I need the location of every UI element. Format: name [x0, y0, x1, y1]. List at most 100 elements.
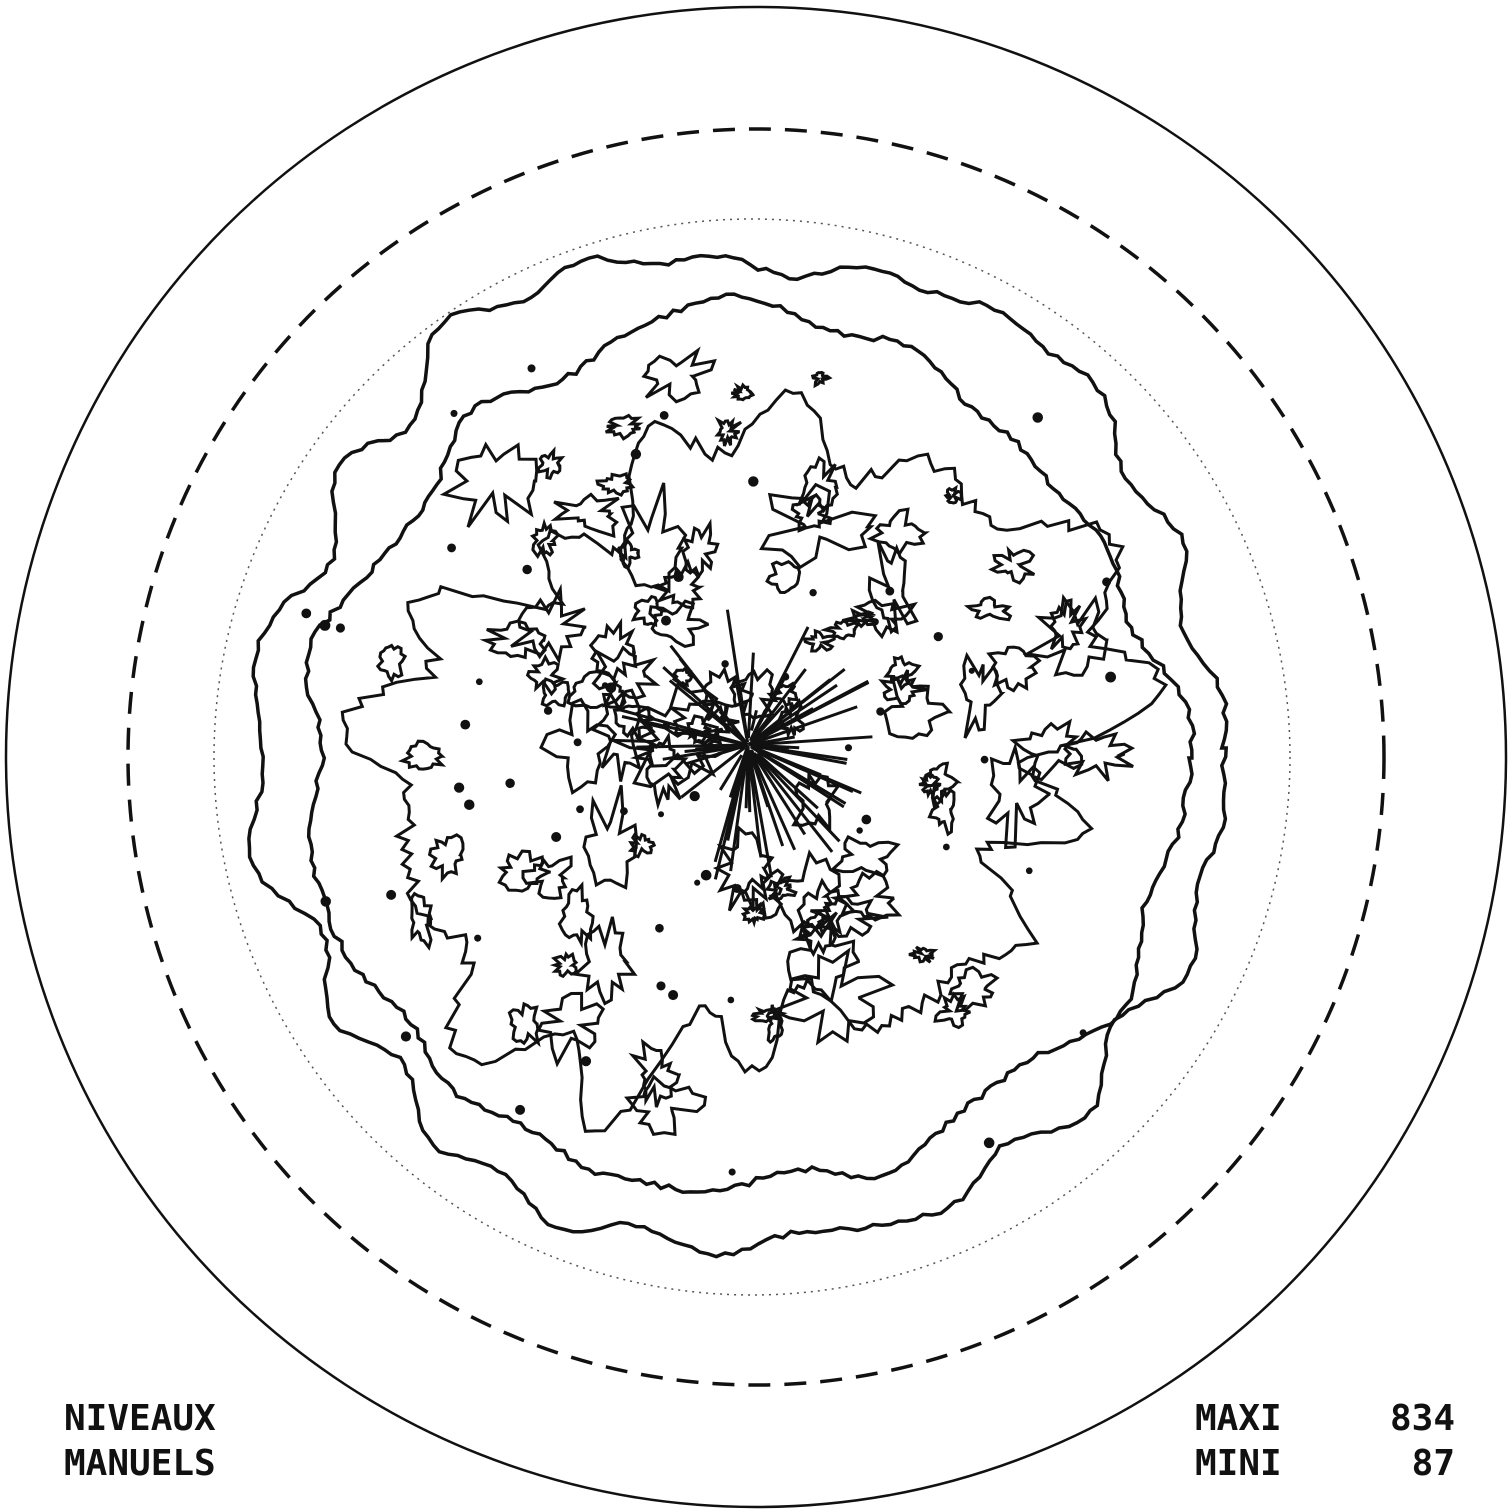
contour	[963, 595, 1013, 622]
burst-ray	[746, 652, 755, 739]
contour	[927, 788, 956, 837]
contour	[247, 253, 1229, 1259]
dot	[386, 889, 397, 900]
contour	[878, 669, 928, 706]
dot	[700, 869, 712, 881]
dot	[515, 1104, 526, 1115]
burst-ray	[680, 745, 747, 799]
legend-left-line2: MANUELS	[64, 1443, 216, 1484]
dashed-contour	[126, 127, 1386, 1387]
burst-ray	[748, 755, 773, 878]
dot	[527, 364, 536, 373]
contour	[829, 869, 903, 922]
dot	[933, 631, 943, 642]
contour	[802, 628, 836, 653]
dot	[447, 543, 456, 553]
burst-ray	[754, 746, 862, 795]
dot	[1105, 671, 1117, 683]
dot	[871, 618, 879, 626]
dot	[1102, 577, 1112, 587]
contour	[714, 416, 743, 447]
contour	[866, 507, 930, 557]
burst-ray	[751, 757, 785, 847]
dot	[601, 682, 609, 689]
contour	[510, 583, 587, 665]
contour	[630, 594, 668, 628]
contour	[729, 382, 756, 402]
contour	[521, 855, 573, 900]
contour	[479, 619, 548, 660]
dot	[576, 805, 584, 814]
dot	[605, 682, 617, 694]
contour	[439, 441, 539, 528]
dot	[748, 476, 759, 487]
dot	[450, 409, 458, 417]
contour	[1022, 593, 1109, 677]
contour	[791, 909, 838, 958]
dot	[876, 707, 885, 716]
burst-ray	[755, 753, 841, 843]
contour	[375, 643, 408, 684]
burst-ray	[726, 757, 747, 841]
dot	[861, 814, 872, 825]
burst-ray	[717, 744, 745, 756]
burst-ray	[761, 744, 800, 750]
burst-ray	[747, 668, 846, 746]
burst-ray	[750, 749, 807, 836]
contour	[841, 607, 877, 629]
contour	[796, 455, 839, 518]
contour	[507, 1001, 541, 1048]
contour	[536, 446, 566, 481]
min-value: 87	[1412, 1443, 1455, 1484]
dot	[301, 608, 312, 619]
contour	[882, 674, 954, 740]
dot	[721, 660, 729, 668]
max-label: MAXI	[1195, 1398, 1282, 1439]
dot	[1025, 867, 1033, 875]
contour	[566, 670, 627, 710]
contour	[582, 784, 638, 890]
dot	[1079, 1029, 1087, 1037]
dot	[460, 719, 471, 730]
contour	[529, 518, 561, 560]
contour	[628, 1038, 682, 1108]
contour	[397, 739, 447, 771]
contour	[572, 916, 638, 1006]
dot	[659, 410, 669, 420]
contour	[550, 492, 620, 539]
dot	[983, 1137, 995, 1149]
burst-ray	[748, 749, 797, 851]
dot	[689, 790, 700, 802]
contour	[947, 965, 1000, 1013]
dot	[942, 843, 950, 851]
dot	[464, 799, 475, 810]
dot	[505, 778, 515, 789]
dot	[573, 738, 582, 747]
burst-ray	[729, 746, 750, 872]
contour	[525, 653, 567, 697]
dot	[728, 1168, 736, 1176]
contour	[645, 731, 689, 811]
burst-ray	[678, 657, 747, 744]
dot	[844, 744, 853, 752]
contour	[988, 545, 1036, 585]
dot	[543, 706, 553, 715]
burst-ray	[746, 745, 752, 813]
contour	[768, 947, 896, 1046]
max-value: 834	[1390, 1398, 1455, 1439]
burst-ray	[662, 745, 738, 761]
dot	[809, 588, 817, 597]
dot	[620, 807, 628, 816]
legend-left-line1: NIVEAUX	[64, 1398, 216, 1439]
dot	[980, 755, 989, 764]
contour	[549, 951, 579, 979]
contour	[604, 413, 644, 441]
burst-ray	[662, 666, 739, 737]
contour	[943, 484, 964, 505]
contour	[933, 991, 972, 1030]
dotted-contour	[213, 218, 1291, 1296]
burst-ray	[756, 749, 845, 809]
burst-ray	[754, 668, 807, 736]
dot	[475, 678, 483, 686]
